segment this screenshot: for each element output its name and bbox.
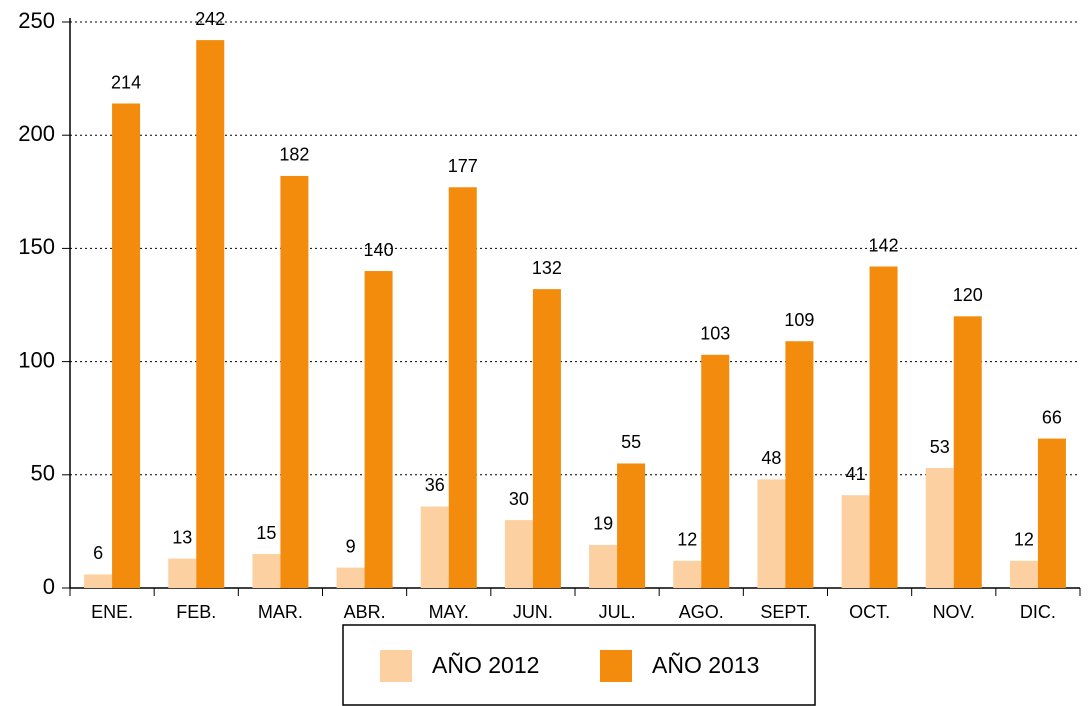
data-label: 15 xyxy=(256,523,276,543)
legend-box xyxy=(342,624,816,706)
data-label: 12 xyxy=(677,530,697,550)
bar xyxy=(589,544,618,588)
legend-label: AÑO 2012 xyxy=(432,652,539,678)
y-tick-label: 100 xyxy=(18,347,55,372)
bar xyxy=(673,560,702,588)
data-label: 132 xyxy=(532,258,562,278)
bar xyxy=(112,103,141,588)
bar xyxy=(1009,560,1038,588)
bar xyxy=(168,558,197,588)
data-label: 12 xyxy=(1014,530,1034,550)
bar xyxy=(532,289,561,588)
bar xyxy=(196,40,225,588)
y-tick-label: 50 xyxy=(31,461,55,486)
data-label: 109 xyxy=(784,310,814,330)
bar xyxy=(925,468,954,588)
x-tick-label: ABR. xyxy=(344,602,386,622)
y-tick-label: 0 xyxy=(43,574,55,599)
bar xyxy=(869,266,898,588)
data-label: 9 xyxy=(346,536,356,556)
x-tick-label: MAY. xyxy=(429,602,469,622)
bar xyxy=(701,354,730,588)
data-label: 48 xyxy=(761,448,781,468)
x-tick-label: ENE. xyxy=(91,602,133,622)
x-tick-label: DIC. xyxy=(1020,602,1056,622)
legend-swatch xyxy=(380,650,412,682)
bar xyxy=(785,341,814,588)
x-tick-label: NOV. xyxy=(933,602,975,622)
legend-label: AÑO 2013 xyxy=(652,652,759,678)
bar xyxy=(504,520,533,588)
bar xyxy=(280,175,309,588)
data-label: 182 xyxy=(279,145,309,165)
data-label: 41 xyxy=(846,464,866,484)
bar xyxy=(757,479,786,588)
data-label: 19 xyxy=(593,514,613,534)
x-tick-label: FEB. xyxy=(176,602,216,622)
data-label: 103 xyxy=(700,324,730,344)
data-label: 6 xyxy=(93,543,103,563)
bar xyxy=(617,463,646,588)
data-label: 214 xyxy=(111,72,141,92)
y-tick-label: 150 xyxy=(18,234,55,259)
x-tick-label: MAR. xyxy=(258,602,303,622)
bar xyxy=(1037,438,1066,588)
data-label: 120 xyxy=(953,285,983,305)
bar xyxy=(252,554,281,588)
data-label: 142 xyxy=(869,235,899,255)
data-label: 36 xyxy=(425,475,445,495)
data-label: 242 xyxy=(195,9,225,29)
bar xyxy=(336,567,365,588)
bar xyxy=(841,495,870,588)
bar xyxy=(84,574,113,588)
data-label: 177 xyxy=(448,156,478,176)
data-label: 53 xyxy=(930,437,950,457)
x-tick-label: JUN. xyxy=(513,602,553,622)
y-tick-label: 200 xyxy=(18,121,55,146)
legend-swatch xyxy=(600,650,632,682)
x-tick-label: SEPT. xyxy=(760,602,810,622)
x-tick-label: JUL. xyxy=(599,602,636,622)
bar xyxy=(448,187,477,588)
x-tick-label: AGO. xyxy=(679,602,724,622)
data-label: 55 xyxy=(621,432,641,452)
x-tick-label: OCT. xyxy=(849,602,890,622)
y-tick-label: 250 xyxy=(18,8,55,33)
data-label: 13 xyxy=(172,527,192,547)
data-label: 66 xyxy=(1042,407,1062,427)
bar xyxy=(420,506,449,588)
bar xyxy=(953,316,982,588)
data-label: 30 xyxy=(509,489,529,509)
bar xyxy=(364,271,393,588)
data-label: 140 xyxy=(364,240,394,260)
